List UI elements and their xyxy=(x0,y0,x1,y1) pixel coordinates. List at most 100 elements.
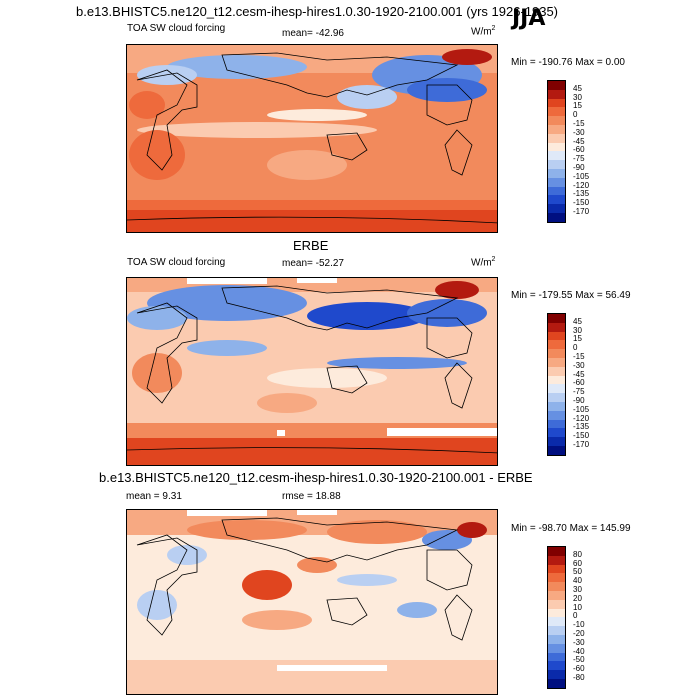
colorbar-swatch xyxy=(548,89,565,99)
colorbar-tick-label: 40 xyxy=(573,576,582,586)
colorbar-swatch xyxy=(548,133,565,143)
colorbar-tick-label: -60 xyxy=(573,378,585,388)
colorbar-tick-label: 60 xyxy=(573,558,582,568)
colorbar-swatch xyxy=(548,437,565,446)
colorbar-swatch xyxy=(548,195,565,205)
colorbar-tick-label: -45 xyxy=(573,136,585,146)
colorbar-tick-label: -50 xyxy=(573,655,585,665)
colorbar-tick-label: 45 xyxy=(573,83,582,93)
panel-2-mean: mean= -52.27 xyxy=(282,258,344,269)
colorbar-swatch xyxy=(548,357,565,367)
colorbar-tick-label: 45 xyxy=(573,316,582,326)
colorbar-swatch xyxy=(548,124,565,134)
colorbar-tick-label: -40 xyxy=(573,646,585,656)
colorbar-tick-label: -170 xyxy=(573,207,590,216)
colorbar-swatch xyxy=(548,590,565,600)
colorbar-tick-label: 10 xyxy=(573,602,582,612)
colorbar-swatch xyxy=(548,634,565,644)
panel-1-mean: mean= -42.96 xyxy=(282,28,344,39)
colorbar-tick-label: 30 xyxy=(573,325,582,335)
colorbar-tick-label: -105 xyxy=(573,404,590,414)
panel-1-minmax: Min = -190.76 Max = 0.00 xyxy=(511,57,625,68)
colorbar-swatch xyxy=(548,212,565,222)
colorbar-swatch xyxy=(548,393,565,402)
colorbar-tick-label: -105 xyxy=(573,171,590,181)
colorbar-swatch xyxy=(548,168,565,178)
panel-3-mean: mean = 9.31 xyxy=(126,491,182,502)
panel-1-units-text: W/m xyxy=(471,26,492,38)
colorbar-swatch xyxy=(548,116,565,125)
colorbar-swatch xyxy=(548,142,565,152)
panel-3-map-field xyxy=(127,510,497,694)
panel-3-map xyxy=(126,509,498,695)
colorbar-tick-label: -170 xyxy=(573,440,590,449)
colorbar-swatch xyxy=(548,582,565,591)
colorbar-swatch xyxy=(548,186,565,196)
colorbar-tick-label: 15 xyxy=(573,101,582,111)
colorbar-tick-label: -30 xyxy=(573,127,585,137)
colorbar-swatch xyxy=(548,661,565,671)
colorbar-tick-label: -120 xyxy=(573,413,590,423)
colorbar-tick-label: 50 xyxy=(573,567,582,577)
colorbar-swatch xyxy=(548,555,565,565)
panel-2-minmax: Min = -179.55 Max = 56.49 xyxy=(511,290,631,301)
colorbar-tick-label: 0 xyxy=(573,343,578,353)
panel-1-field-label: TOA SW cloud forcing xyxy=(127,23,226,34)
colorbar-swatch xyxy=(548,564,565,574)
panel-2-map xyxy=(126,277,498,466)
panel-1-map xyxy=(126,44,498,233)
colorbar-tick-label: -75 xyxy=(573,387,585,397)
colorbar-tick-label: -90 xyxy=(573,396,585,405)
colorbar-tick-label: -150 xyxy=(573,198,590,208)
colorbar-tick-label: -60 xyxy=(573,145,585,155)
colorbar-tick-label: -80 xyxy=(573,673,585,682)
panel-1-colorbar-swatches xyxy=(547,80,566,223)
colorbar-swatch xyxy=(548,160,565,169)
colorbar-tick-label: -30 xyxy=(573,360,585,370)
colorbar-swatch xyxy=(548,98,565,108)
panel-3-minmax: Min = -98.70 Max = 145.99 xyxy=(511,523,631,534)
colorbar-swatch xyxy=(548,401,565,411)
colorbar-tick-label: -90 xyxy=(573,163,585,172)
colorbar-swatch xyxy=(548,410,565,420)
panel-2-title: ERBE xyxy=(293,238,329,253)
panel-1-units: W/m2 xyxy=(471,25,495,37)
colorbar-swatch xyxy=(548,151,565,161)
colorbar-swatch xyxy=(548,375,565,385)
colorbar-tick-label: 30 xyxy=(573,92,582,102)
colorbar-tick-label: 15 xyxy=(573,334,582,344)
colorbar-swatch xyxy=(548,678,565,688)
colorbar-tick-label: -15 xyxy=(573,119,585,128)
panel-1-title: b.e13.BHISTC5.ne120_t12.cesm-ihesp-hires… xyxy=(76,4,559,19)
colorbar-tick-label: -135 xyxy=(573,422,590,432)
colorbar-tick-label: 0 xyxy=(573,110,578,120)
panel-2-colorbar-swatches xyxy=(547,313,566,456)
colorbar-tick-label: 20 xyxy=(573,593,582,603)
panel-2-map-field xyxy=(127,278,497,465)
colorbar-swatch xyxy=(548,331,565,341)
colorbar-swatch xyxy=(548,419,565,429)
colorbar-swatch xyxy=(548,599,565,609)
colorbar-tick-label: 0 xyxy=(573,611,578,621)
panel-3-title: b.e13.BHISTC5.ne120_t12.cesm-ihesp-hires… xyxy=(99,470,533,485)
panel-1-units-exp: 2 xyxy=(491,25,496,32)
panel-2-field-label: TOA SW cloud forcing xyxy=(127,257,226,268)
colorbar-tick-label: -45 xyxy=(573,369,585,379)
panel-2-units-text: W/m xyxy=(471,257,492,269)
colorbar-tick-label: -150 xyxy=(573,431,590,441)
colorbar-swatch xyxy=(548,643,565,653)
colorbar-swatch xyxy=(548,547,565,556)
colorbar-swatch xyxy=(548,366,565,376)
panel-3-rmse: rmse = 18.88 xyxy=(282,491,341,502)
colorbar-tick-label: 80 xyxy=(573,549,582,559)
colorbar-tick-label: -60 xyxy=(573,664,585,674)
colorbar-swatch xyxy=(548,314,565,323)
panel-2-units: W/m2 xyxy=(471,256,495,268)
colorbar-swatch xyxy=(548,204,565,213)
panel-2-units-exp: 2 xyxy=(491,256,496,263)
colorbar-tick-label: -10 xyxy=(573,620,585,630)
colorbar-swatch xyxy=(548,652,565,662)
colorbar-swatch xyxy=(548,81,565,90)
colorbar-tick-label: -75 xyxy=(573,154,585,164)
colorbar-tick-label: 30 xyxy=(573,585,582,594)
